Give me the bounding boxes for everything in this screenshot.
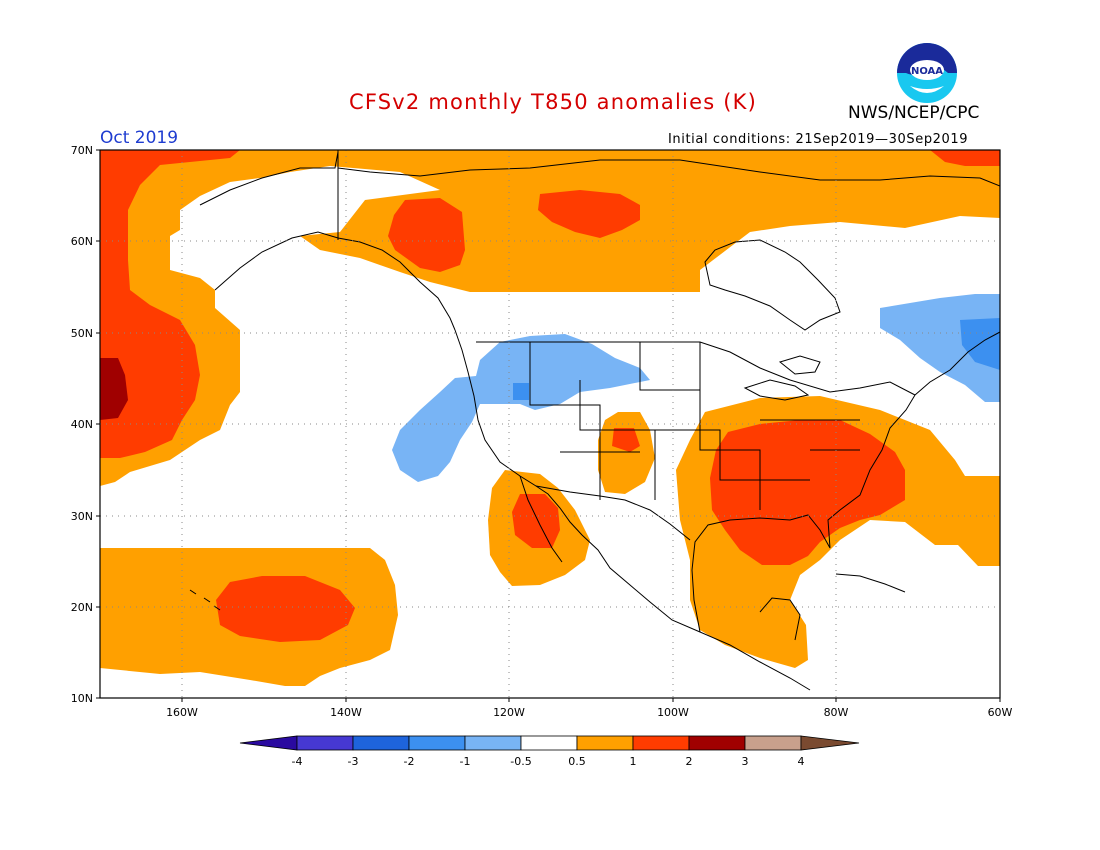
- agency-label: NWS/NCEP/CPC: [848, 103, 980, 123]
- colorbar-arrow-left: [239, 735, 298, 751]
- coast-east-canada: [914, 331, 1000, 396]
- warm-anomaly-hawaii: [216, 576, 355, 642]
- colorbar-swatch: [744, 735, 802, 751]
- cold-anomaly-core: [513, 383, 529, 400]
- graticule: [100, 150, 1000, 698]
- warm-anomaly-alaska-yukon: [388, 198, 465, 272]
- state-lines: [529, 342, 860, 510]
- lat-labels: 70N 60N 50N 40N 30N 20N 10N: [71, 144, 93, 705]
- lon-label: 100W: [657, 706, 689, 719]
- coast-gulf: [691, 394, 916, 633]
- colorbar-swatch: [632, 735, 690, 751]
- lat-label: 30N: [71, 510, 93, 523]
- lat-label: 10N: [71, 692, 93, 705]
- lat-label: 70N: [71, 144, 93, 157]
- colorbar-swatch: [576, 735, 634, 751]
- colorbar-swatch: [408, 735, 466, 751]
- coast-yucatan: [759, 597, 801, 641]
- lon-label: 120W: [493, 706, 525, 719]
- colorbar-label: -4: [292, 755, 303, 768]
- colorbar-label: -3: [348, 755, 359, 768]
- lon-label: 60W: [988, 706, 1013, 719]
- colorbar-swatch: [352, 735, 410, 751]
- initial-conditions: Initial conditions: 21Sep2019—30Sep2019: [668, 132, 969, 147]
- border-us-mexico: [535, 485, 691, 541]
- coast-arctic-canada: [337, 159, 1000, 187]
- colorbar-label: -1: [460, 755, 471, 768]
- colorbar-label: 3: [742, 755, 749, 768]
- warm-anomaly-arctic-northeast: [930, 150, 1000, 166]
- warm-anomaly-hudson: [538, 190, 640, 238]
- colorbar-label: -2: [404, 755, 415, 768]
- warm-anomaly-baja: [512, 494, 560, 548]
- coast-alaska: [214, 231, 456, 331]
- colorbar-arrow-right: [800, 735, 860, 751]
- noaa-logo: NOAA: [897, 43, 957, 103]
- coast-hudson-bay: [704, 239, 841, 331]
- colorbar-label: -0.5: [510, 755, 531, 768]
- lon-label: 80W: [824, 706, 849, 719]
- coast-west: [454, 329, 811, 691]
- lat-label: 50N: [71, 327, 93, 340]
- coast-alaska-north: [199, 151, 339, 206]
- warm-anomaly-new-mexico: [612, 428, 640, 452]
- coastlines: [189, 150, 1000, 691]
- lat-label: 40N: [71, 418, 93, 431]
- forecast-month: Oct 2019: [100, 128, 179, 148]
- warm-anomaly-pacific-core: [100, 358, 128, 420]
- colorbar-label: 2: [686, 755, 693, 768]
- warm-anomaly-southeast-us: [710, 420, 905, 565]
- lon-label: 140W: [330, 706, 362, 719]
- coast-cuba: [835, 573, 906, 593]
- axis-ticks: [96, 149, 1001, 702]
- lat-label: 60N: [71, 235, 93, 248]
- warm-anomaly-northeast-pacific: [100, 150, 240, 458]
- colorbar-swatch: [688, 735, 746, 751]
- lon-labels: 160W 140W 120W 100W 80W 60W: [166, 706, 1012, 719]
- great-lakes: [743, 355, 821, 401]
- colorbar-label: 4: [798, 755, 805, 768]
- noaa-logo-text: NOAA: [911, 66, 943, 77]
- coast-baja: [519, 475, 563, 563]
- lat-label: 20N: [71, 601, 93, 614]
- cold-anomaly-northwest-us: [392, 334, 650, 482]
- colorbar: -4 -3 -2 -1 -0.5 0.5 1 2 3 4: [239, 735, 860, 768]
- border-us-canada: [476, 341, 916, 396]
- warm-anomaly-new-mexico-orange: [598, 412, 655, 494]
- map-title: CFSv2 monthly T850 anomalies (K): [349, 90, 757, 114]
- colorbar-label: 1: [630, 755, 637, 768]
- lon-label: 160W: [166, 706, 198, 719]
- colorbar-swatch: [464, 735, 522, 751]
- colorbar-swatch: [296, 735, 354, 751]
- colorbar-label: 0.5: [568, 755, 586, 768]
- colorbar-swatch: [520, 735, 578, 751]
